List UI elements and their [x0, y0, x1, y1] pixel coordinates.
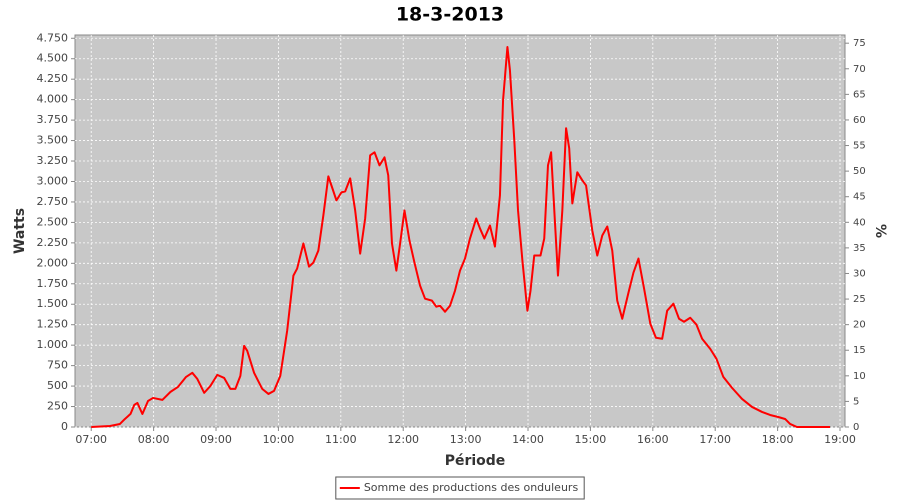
- plot-area: [74, 34, 846, 428]
- x-tick-label: 17:00: [699, 433, 731, 446]
- legend-box: [335, 476, 585, 500]
- y-tick-label: 250: [47, 400, 68, 413]
- x-tick-label: 12:00: [387, 433, 419, 446]
- y-tick-label: 3.000: [37, 174, 69, 187]
- data-line: [91, 46, 831, 428]
- y-tick-label: 3.250: [37, 154, 69, 167]
- y2-tick-label: 70: [853, 64, 866, 75]
- y2-tick-label: 65: [853, 89, 866, 100]
- y-tick-label: 1.500: [37, 297, 69, 310]
- y-tick-label: 750: [47, 359, 68, 372]
- y-tick-label: 500: [47, 379, 68, 392]
- y-axis-label: Watts: [12, 208, 28, 254]
- x-tick-label: 19:00: [824, 433, 856, 446]
- chart-title: 18-3-2013: [396, 4, 504, 26]
- y-tick-label: 0: [61, 420, 68, 433]
- x-tick-label: 10:00: [263, 433, 295, 446]
- y-tick-label: 1.250: [37, 318, 69, 331]
- y-tick-label: 4.000: [37, 93, 69, 106]
- y2-tick-label: 25: [853, 294, 866, 305]
- y2-tick-label: 40: [853, 217, 866, 228]
- y2-tick-label: 50: [853, 166, 866, 177]
- y2-tick-label: 45: [853, 192, 866, 203]
- x-tick-label: 13:00: [450, 433, 482, 446]
- y-tick-label: 3.500: [37, 134, 69, 147]
- y-tick-label: 4.750: [37, 31, 69, 44]
- x-tick-label: 18:00: [762, 433, 794, 446]
- y2-tick-label: 60: [853, 115, 866, 126]
- y2-tick-label: 0: [853, 422, 859, 433]
- y2-tick-label: 5: [853, 396, 859, 407]
- y-tick-label: 1.000: [37, 338, 69, 351]
- y2-tick-label: 15: [853, 345, 866, 356]
- y-tick-label: 2.750: [37, 195, 69, 208]
- y-tick-label: 2.250: [37, 236, 69, 249]
- y2-tick-label: 75: [853, 38, 866, 49]
- x-tick-label: 09:00: [200, 433, 232, 446]
- x-tick-label: 08:00: [138, 433, 170, 446]
- x-tick-label: 16:00: [637, 433, 669, 446]
- y-tick-label: 4.250: [37, 72, 69, 85]
- y2-axis-label: %: [872, 224, 888, 238]
- y-tick-label: 2.000: [37, 256, 69, 269]
- y2-tick-label: 20: [853, 320, 866, 331]
- y2-tick-label: 55: [853, 141, 866, 152]
- x-tick-label: 15:00: [575, 433, 607, 446]
- y2-tick-label: 10: [853, 371, 866, 382]
- x-tick-label: 11:00: [325, 433, 357, 446]
- x-tick-label: 14:00: [512, 433, 544, 446]
- y-tick-label: 4.500: [37, 52, 69, 65]
- x-axis-label: Période: [445, 453, 506, 469]
- x-tick-label: 07:00: [75, 433, 107, 446]
- y-tick-label: 1.750: [37, 277, 69, 290]
- legend: Somme des productions des onduleurs: [335, 476, 585, 500]
- y2-tick-label: 30: [853, 268, 866, 279]
- legend-label: Somme des productions des onduleurs: [364, 481, 579, 494]
- y-tick-label: 3.750: [37, 113, 69, 126]
- y2-tick-label: 35: [853, 243, 866, 254]
- y-tick-label: 2.500: [37, 215, 69, 228]
